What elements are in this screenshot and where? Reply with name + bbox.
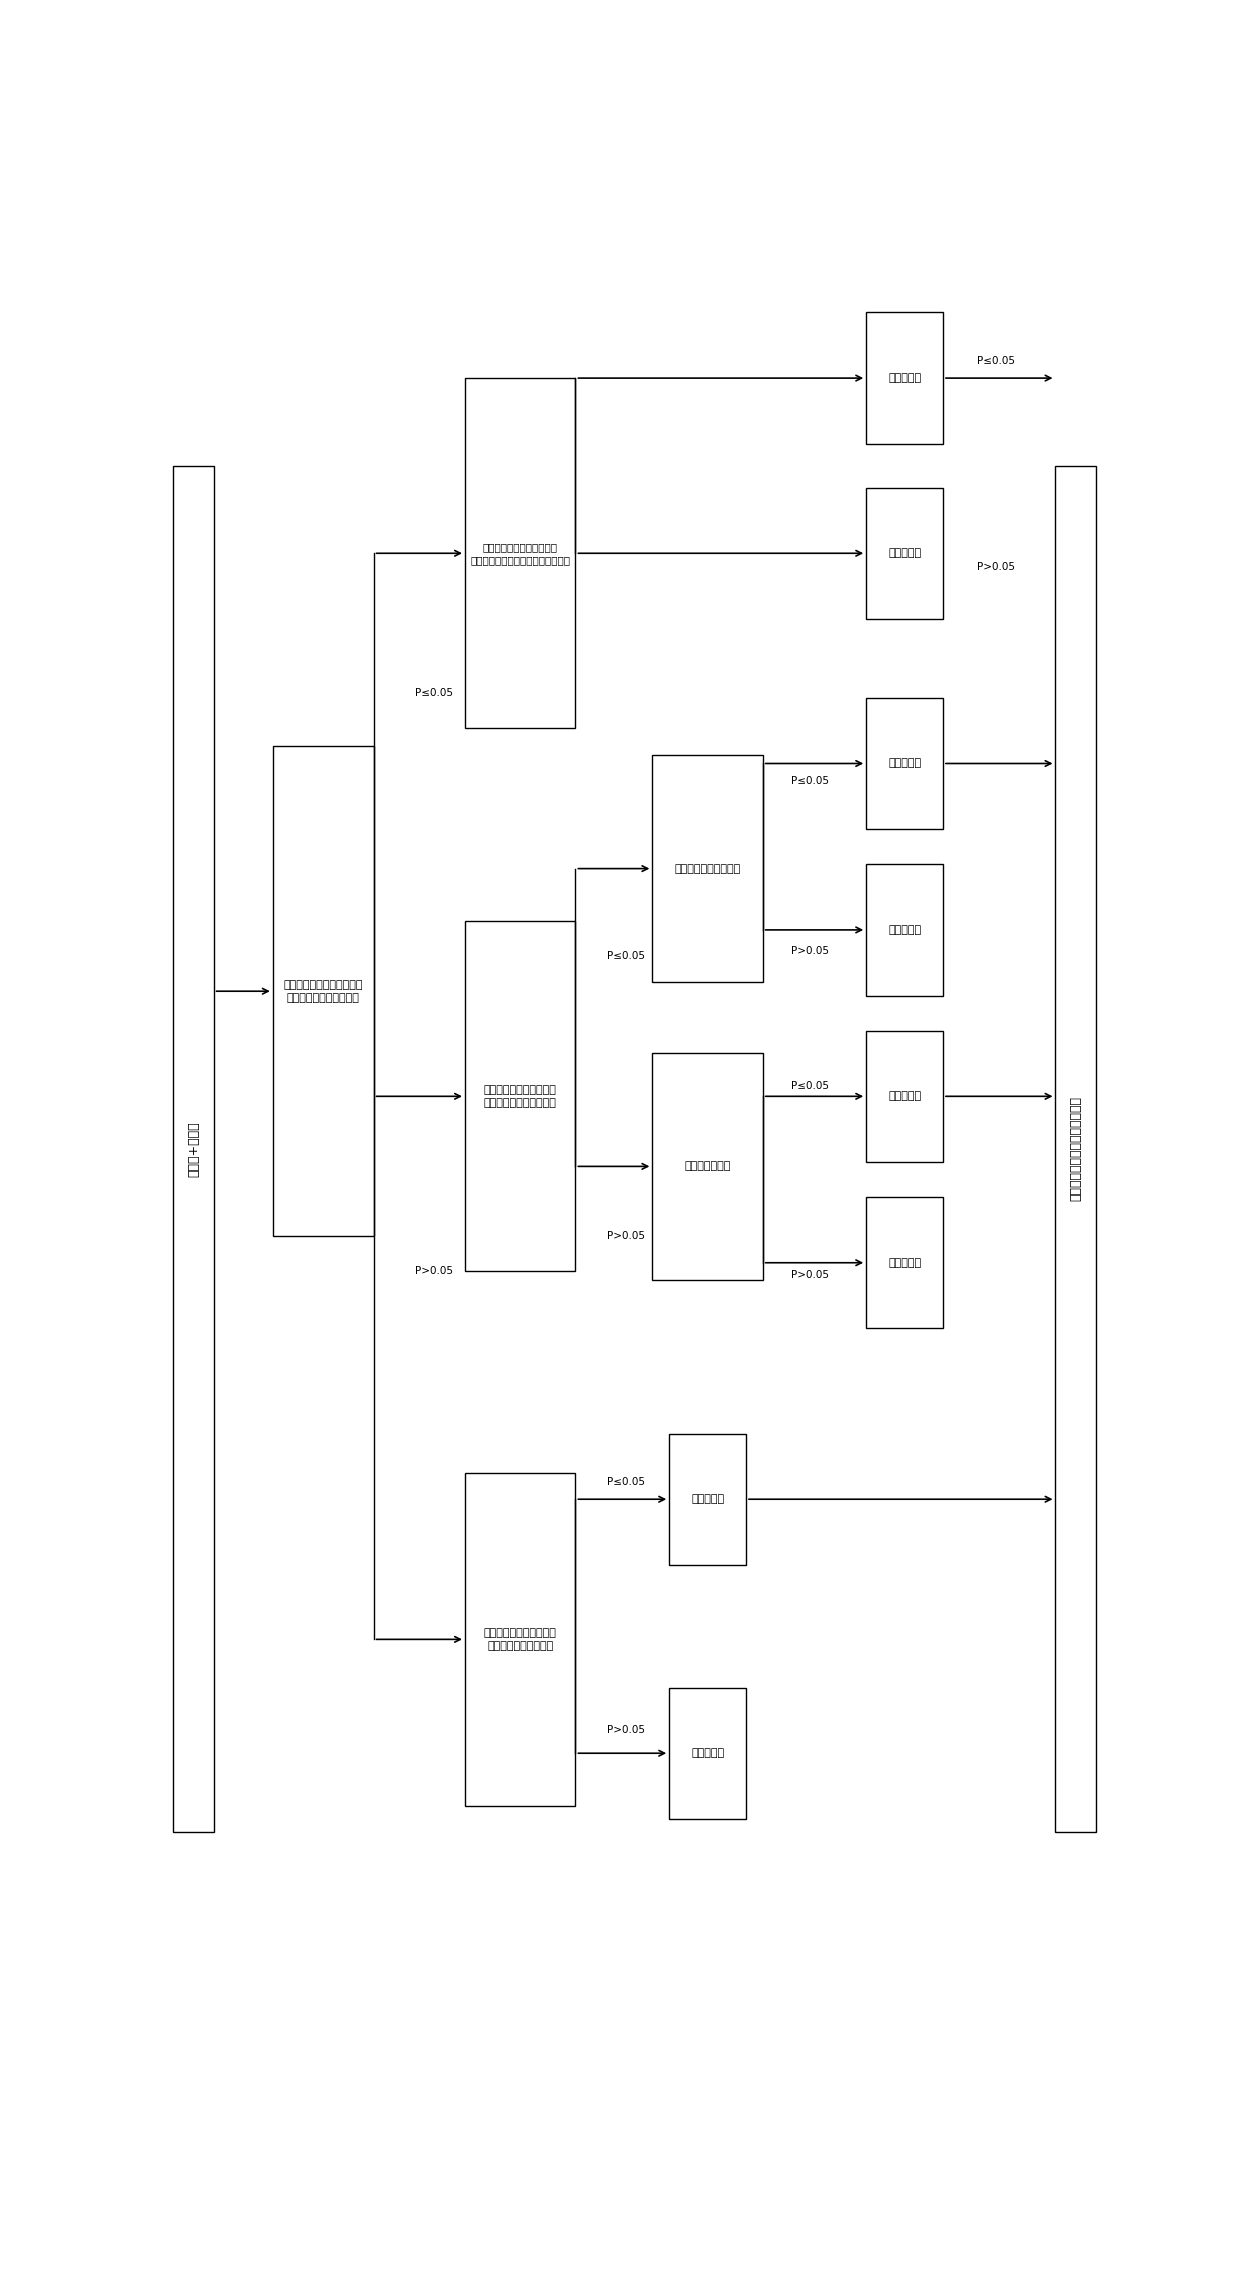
Text: 有显著差异的靶向目标物的集合: 有显著差异的靶向目标物的集合	[1069, 1097, 1083, 1201]
Bar	[465, 1472, 575, 1806]
Text: 无显著差异: 无显著差异	[888, 1258, 921, 1267]
Bar	[670, 1688, 746, 1820]
Text: P≤0.05: P≤0.05	[977, 355, 1014, 366]
Text: P>0.05: P>0.05	[791, 1269, 830, 1281]
Text: 无显著差异: 无显著差异	[888, 548, 921, 557]
Bar	[652, 755, 763, 983]
Text: 样本群和对照群间的每种
靶向目标物非参数检验: 样本群和对照群间的每种 靶向目标物非参数检验	[484, 1629, 557, 1652]
Text: 方差不齐性的均值检验: 方差不齐性的均值检验	[675, 864, 740, 874]
Bar	[273, 746, 373, 1238]
Bar	[866, 698, 942, 828]
Text: P>0.05: P>0.05	[606, 1231, 645, 1242]
Bar	[465, 378, 575, 728]
Text: 无显著差异: 无显著差异	[888, 926, 921, 935]
Text: 对样本群和对照群中的每种
靶向目标物进行正态检验: 对样本群和对照群中的每种 靶向目标物进行正态检验	[284, 981, 363, 1003]
Text: 对样本群和对照群中的每个
血液样本的靶向目标物进行逻辑回归: 对样本群和对照群中的每个 血液样本的靶向目标物进行逻辑回归	[470, 541, 570, 564]
Text: P>0.05: P>0.05	[606, 1724, 645, 1736]
Text: 伴因素方差分析: 伴因素方差分析	[684, 1163, 730, 1172]
Text: 样本群+对照群: 样本群+对照群	[187, 1122, 200, 1176]
Text: P>0.05: P>0.05	[791, 946, 830, 956]
Bar	[652, 1053, 763, 1281]
Text: 样本群和对照群间的每种
靶向目标物方差齐性检验: 样本群和对照群间的每种 靶向目标物方差齐性检验	[484, 1085, 557, 1108]
Bar	[670, 1433, 746, 1565]
Text: P≤0.05: P≤0.05	[606, 951, 645, 960]
Text: P>0.05: P>0.05	[414, 1267, 453, 1276]
Bar	[465, 921, 575, 1272]
Text: 无显著差异: 无显著差异	[691, 1747, 724, 1759]
Text: P≤0.05: P≤0.05	[791, 1081, 830, 1090]
Bar	[866, 1197, 942, 1329]
Bar	[174, 466, 213, 1831]
Text: 有显著差异: 有显著差异	[888, 373, 921, 382]
Text: P≤0.05: P≤0.05	[791, 776, 830, 785]
Text: P≤0.05: P≤0.05	[606, 1476, 645, 1486]
Text: 有显著差异: 有显著差异	[888, 1092, 921, 1101]
Bar	[866, 487, 942, 619]
Text: 有显著差异: 有显著差异	[691, 1495, 724, 1504]
Bar	[866, 312, 942, 444]
Bar	[866, 864, 942, 996]
Bar	[866, 1031, 942, 1163]
Text: P>0.05: P>0.05	[977, 562, 1014, 573]
Text: P≤0.05: P≤0.05	[414, 689, 453, 698]
Text: 有显著差异: 有显著差异	[888, 758, 921, 769]
Bar	[1055, 466, 1096, 1831]
